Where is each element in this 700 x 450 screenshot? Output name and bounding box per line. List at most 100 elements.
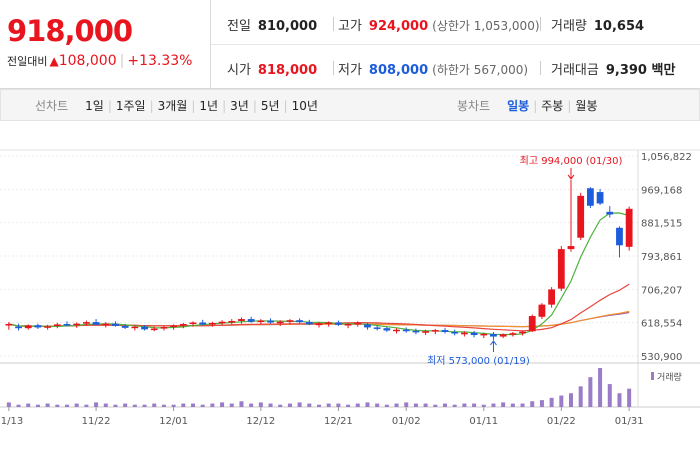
chart-toolbar: 선차트 1일 | 1주일 | 3개월 | 1년 | 3년 | 5년 | 10년 봉차트 일봉 | 주봉 | 월봉 (0, 89, 700, 121)
volume-bar (375, 403, 380, 407)
candle-down (616, 227, 623, 246)
candle-down (121, 325, 129, 328)
tab-10y[interactable]: 10년 (291, 99, 318, 113)
volume-bar (229, 403, 234, 407)
volume-bar (152, 403, 157, 407)
open-price: 시가 818,000 (227, 63, 318, 78)
candle-up (528, 316, 536, 332)
candle-down (596, 192, 604, 204)
candle-down (586, 188, 594, 206)
tab-5y[interactable]: 5년 (260, 99, 280, 113)
y-tick-label: 793,861 (641, 252, 682, 263)
volume-bar (94, 402, 99, 407)
volume-bar (559, 395, 564, 407)
tab-1y[interactable]: 1년 (199, 99, 219, 113)
candle-down (199, 322, 207, 325)
candle-up (557, 249, 565, 289)
volume-bar (627, 388, 632, 407)
volume-bar (355, 403, 360, 407)
volume-bar (481, 404, 486, 407)
candle-up (354, 322, 362, 325)
candle-up (422, 331, 430, 333)
candle-up (509, 333, 517, 335)
divider (540, 17, 541, 31)
candle-down (412, 330, 420, 333)
candle-down (470, 332, 478, 336)
volume-bar (287, 403, 292, 407)
volume-bar (307, 403, 312, 407)
y-tick-label: 618,554 (641, 319, 682, 330)
candle-down (490, 333, 497, 337)
divider (333, 61, 334, 75)
candle-down (402, 329, 410, 332)
candle-up (208, 322, 216, 325)
volume-bar (220, 402, 225, 407)
candle-up (53, 324, 61, 326)
candle-up (131, 326, 139, 329)
volume-bar (142, 404, 147, 407)
volume-bar (452, 404, 457, 407)
volume-bar (239, 401, 244, 407)
tab-weekly[interactable]: 주봉 (541, 99, 564, 113)
candle-up (431, 330, 439, 332)
candle-up (344, 324, 352, 326)
low-annotation: 최저 573,000 (01/19) (427, 355, 530, 367)
y-tick-label: 881,515 (641, 219, 682, 230)
candle-up (170, 325, 178, 328)
tab-3y[interactable]: 3년 (230, 99, 249, 113)
volume-bar (423, 403, 428, 407)
candle-tabs: 봉차트 일봉 | 주봉 | 월봉 (457, 99, 598, 113)
current-price: 918,000 (7, 14, 133, 48)
candle-up (519, 331, 526, 334)
candle-down (383, 328, 391, 331)
volume-bar (123, 403, 128, 407)
x-tick-label: 01/02 (392, 416, 421, 427)
volume-legend-swatch (651, 372, 654, 380)
candle-up (577, 195, 585, 238)
x-tick-label: 12/01 (159, 416, 188, 427)
candle-up (228, 320, 236, 323)
tab-1w[interactable]: 1주일 (115, 99, 146, 113)
candle-up (73, 323, 81, 326)
candle-down (63, 324, 71, 326)
x-tick-label: 11/13 (0, 416, 23, 427)
volume-bar (161, 404, 166, 407)
candle-up (150, 328, 158, 331)
volume-bar (210, 403, 215, 407)
tab-daily[interactable]: 일봉 (507, 99, 530, 113)
volume-bars: 거래량 (6, 368, 682, 407)
volume-bar (103, 403, 108, 407)
candle-down (247, 319, 255, 322)
candle-down (364, 324, 371, 328)
volume-bar (113, 404, 118, 407)
candle-up (82, 322, 90, 324)
high-price: 고가 924,000 (상한가 1,053,000) (338, 19, 540, 34)
volume-bar (74, 403, 79, 407)
tab-monthly[interactable]: 월봉 (575, 99, 598, 113)
trade-amount: 거래대금 9,390 백만 (551, 63, 676, 78)
y-axis: 1,056,822 969,168 881,515 793,861 706,207 618… (641, 152, 692, 363)
candle-up (44, 326, 52, 328)
tab-1d[interactable]: 1일 (85, 99, 104, 113)
tab-3m[interactable]: 3개월 (157, 99, 188, 113)
high-arrow-icon (567, 167, 575, 180)
candle-down (373, 327, 381, 329)
volume-bar (16, 404, 21, 407)
volume-bar (317, 404, 321, 407)
volume-bar (510, 403, 515, 407)
volume-bar (26, 403, 31, 407)
volume-bar (491, 403, 496, 407)
divider (210, 44, 700, 45)
volume-bar (413, 403, 418, 407)
candle-up (567, 246, 575, 250)
x-axis: 11/13 11/22 12/01 12/12 12/21 01/02 01/11 01/22… (0, 407, 644, 427)
change-percent: +13.33% (127, 53, 193, 69)
volume-bar (171, 404, 176, 407)
volume-bar (55, 404, 60, 407)
annotations: 최고 994,000 (01/30) 최저 573,000 (01/19) (427, 155, 622, 367)
chart-background (0, 140, 700, 450)
volume-bar (65, 404, 69, 407)
x-tick-label: 01/31 (615, 416, 644, 427)
candle-down (92, 322, 100, 325)
